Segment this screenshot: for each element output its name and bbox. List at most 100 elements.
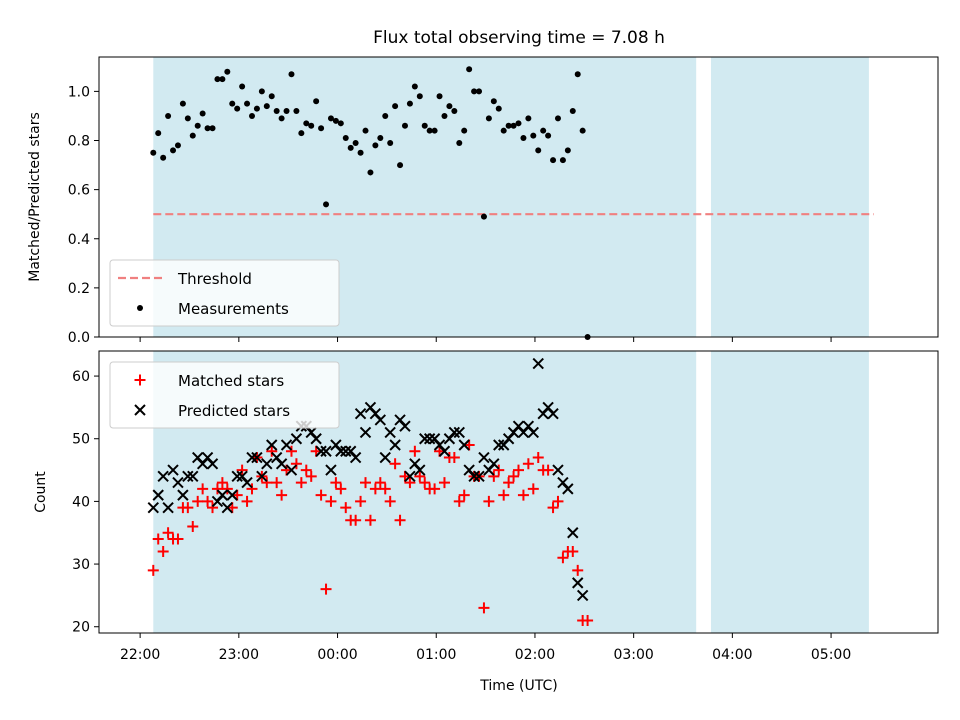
measurement-point: [219, 76, 226, 83]
measurement-point: [411, 83, 418, 90]
measurement-point: [535, 147, 542, 154]
measurement-point: [466, 66, 473, 73]
measurement-point: [352, 139, 359, 146]
measurement-point: [189, 132, 196, 139]
y-tick-label: 60: [72, 369, 90, 385]
legend-label: Measurements: [178, 300, 289, 318]
predicted-star-point: [354, 407, 367, 420]
measurement-point: [545, 132, 552, 139]
measurement-point: [248, 112, 255, 119]
y-axis-label: Count: [33, 471, 49, 513]
matched-star-point: [236, 464, 248, 476]
measurement-point: [318, 125, 325, 132]
predicted-star-point: [567, 527, 579, 539]
matched-star-point: [409, 445, 421, 457]
matched-star-point: [394, 514, 406, 526]
matched-star-point: [369, 483, 381, 495]
measurement-point: [480, 213, 487, 220]
measurement-point: [263, 103, 270, 110]
matched-star-point: [325, 495, 337, 507]
predicted-star-point: [275, 458, 288, 470]
measurement-point: [451, 108, 458, 115]
matched-star-point: [513, 464, 524, 476]
predicted-star-point: [374, 414, 387, 426]
matched-star-point: [162, 527, 174, 539]
matched-star-point: [241, 495, 253, 507]
legend: Matched stars Predicted stars: [109, 361, 340, 429]
y-tick-label: 30: [72, 557, 90, 573]
measurement-point: [362, 127, 369, 134]
chart-title: Flux total observing time = 7.08 h: [373, 28, 665, 48]
matched-star-point: [261, 477, 273, 489]
matched-star-point: [290, 458, 302, 470]
predicted-star-point: [162, 501, 174, 514]
predicted-star-point: [552, 464, 564, 476]
measurement-point: [510, 122, 517, 129]
x-tick-label: 22:00: [120, 647, 160, 663]
measurement-point: [550, 157, 557, 164]
legend-box: [109, 361, 340, 429]
measurement-point: [436, 93, 443, 100]
y-tick-label: 0.8: [68, 134, 90, 150]
predicted-star-point: [152, 489, 164, 501]
shaded-interval: [710, 351, 869, 633]
matched-star-point: [192, 495, 204, 507]
matched-star-point: [414, 470, 426, 482]
predicted-star-point: [384, 426, 396, 439]
measurement-point: [179, 100, 186, 107]
matched-star-point: [295, 477, 307, 489]
measurement-point: [313, 98, 320, 105]
matched-star-point: [211, 483, 223, 495]
predicted-star-point: [379, 451, 391, 464]
legend-label: Threshold: [177, 270, 252, 288]
measurement-point: [209, 125, 216, 132]
predicted-star-point: [226, 489, 238, 501]
measurement-point: [288, 71, 295, 78]
matched-star-point: [557, 552, 569, 564]
measurement-point: [441, 112, 448, 119]
matched-star-point: [320, 583, 332, 595]
y-axis-label: Matched/Predicted stars: [27, 112, 43, 282]
predicted-star-point: [320, 445, 332, 457]
measurement-point: [170, 147, 177, 154]
y-tick-label: 40: [72, 494, 90, 510]
matched-star-point: [429, 483, 441, 495]
matched-star-point: [271, 477, 283, 489]
matched-star-point: [498, 489, 510, 501]
plot-frame: [98, 350, 939, 634]
predicted-star-point: [349, 451, 362, 464]
predicted-star-point: [285, 464, 298, 476]
matched-star-point: [527, 483, 539, 495]
predicted-star-point: [182, 470, 194, 483]
measurement-point: [283, 108, 290, 115]
predicted-star-point: [206, 458, 219, 470]
matched-star-point: [266, 445, 278, 457]
x-tick-label: 23:00: [219, 647, 259, 663]
matched-star-point: [374, 477, 386, 489]
predicted-star-point: [172, 476, 184, 489]
matched-star-point: [448, 452, 460, 464]
predicted-star-point: [468, 470, 480, 483]
matched-star-point: [483, 495, 495, 507]
measurement-point: [199, 110, 206, 117]
measurement-point: [357, 149, 364, 156]
matched-star-point: [542, 464, 554, 476]
measurement-point: [327, 115, 334, 122]
measurement-point: [421, 122, 428, 129]
x-tick-label: 04:00: [712, 647, 752, 663]
measurement-point: [298, 130, 305, 137]
predicted-star-point: [488, 458, 500, 470]
plot-frame: [98, 56, 939, 338]
matched-star-point: [355, 495, 367, 507]
matched-star-point: [300, 464, 312, 476]
x-tick-label: 03:00: [613, 647, 653, 663]
matched-star-point: [197, 483, 209, 495]
measurement-point: [184, 115, 191, 122]
predicted-star-point: [340, 445, 352, 457]
measurement-point: [387, 139, 394, 146]
y-tick-label: 20: [72, 620, 90, 636]
shaded-interval: [710, 57, 869, 337]
predicted-star-point: [419, 433, 431, 445]
measurement-point: [490, 98, 497, 105]
y-tick-label: 0.6: [68, 183, 90, 199]
